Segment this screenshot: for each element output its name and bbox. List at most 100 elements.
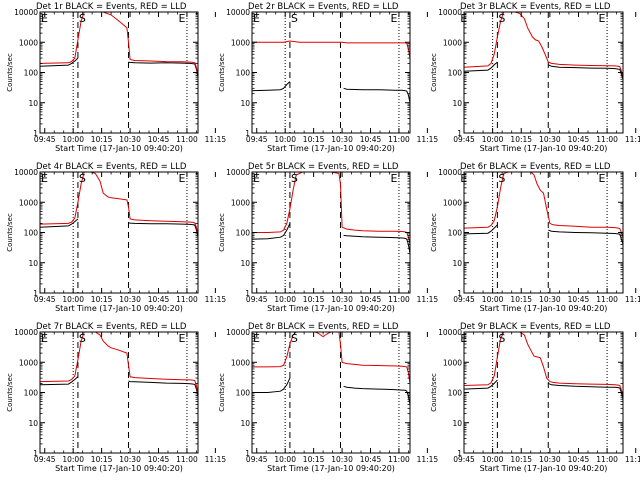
flag-marker-s: S: [79, 332, 86, 345]
y-axis-label: Counts/sec: [6, 213, 14, 252]
x-tick-label: 10:15: [303, 295, 325, 304]
y-tick-label: 1: [33, 289, 38, 298]
chart-title: Det 6r BLACK = Events, RED = LLD: [460, 162, 611, 172]
x-axis-label: Start Time (17-Jan-10 09:40:20): [480, 304, 608, 313]
x-tick-label: 09:45: [246, 455, 268, 464]
y-tick-label: 1: [33, 129, 38, 138]
x-tick-label: 10:30: [331, 455, 353, 464]
x-tick-label: 10:00: [482, 135, 504, 144]
flag-marker-e: E: [599, 172, 606, 185]
y-axis-label: Counts/sec: [218, 53, 226, 92]
y-tick-label: 1000: [19, 38, 38, 47]
y-tick-label: 1: [457, 289, 462, 298]
chart-title: Det 8r BLACK = Events, RED = LLD: [248, 322, 399, 332]
x-tick-label: 10:00: [62, 295, 84, 304]
y-tick-label: 1000: [231, 358, 250, 367]
x-tick-label: 11:15: [417, 135, 439, 144]
y-tick-label: 10000: [438, 168, 462, 177]
series-events-line: [464, 224, 623, 245]
y-tick-label: 10000: [226, 8, 250, 17]
y-tick-label: 10: [240, 99, 250, 108]
x-tick-label: 09:45: [246, 295, 268, 304]
x-tick-label: 10:30: [119, 295, 141, 304]
flag-marker-e: E: [178, 332, 185, 345]
y-tick-label: 100: [24, 69, 39, 78]
y-tick-label: 10: [28, 99, 38, 108]
flag-marker-s: S: [498, 332, 505, 345]
chart-title: Det 2r BLACK = Events, RED = LLD: [248, 2, 399, 12]
x-tick-label: 09:45: [453, 135, 475, 144]
flag-marker-s: S: [498, 12, 505, 25]
y-tick-label: 100: [236, 389, 251, 398]
flag-marker-e: E: [178, 12, 185, 25]
flag-marker-s: S: [291, 332, 298, 345]
y-tick-label: 10: [240, 259, 250, 268]
y-tick-label: 1: [245, 449, 250, 458]
y-axis-label: Counts/sec: [218, 213, 226, 252]
y-tick-label: 10000: [14, 8, 38, 17]
chart-title: Det 4r BLACK = Events, RED = LLD: [36, 162, 187, 172]
x-tick-label: 10:45: [568, 455, 590, 464]
plot-frame: [251, 11, 411, 134]
flag-marker-s: S: [498, 172, 505, 185]
plot-frame: [463, 11, 624, 134]
y-tick-label: 100: [236, 69, 251, 78]
series-lld-line: [40, 12, 198, 76]
x-tick-label: 10:45: [148, 295, 170, 304]
series-events-line: [464, 379, 623, 400]
x-tick-label: 11:00: [596, 295, 618, 304]
series-lld-line: [464, 332, 623, 396]
x-tick-label: 09:45: [34, 455, 56, 464]
x-tick-label: 11:00: [176, 135, 198, 144]
y-tick-label: 1: [457, 449, 462, 458]
x-axis-label: Start Time (17-Jan-10 09:40:20): [55, 304, 183, 313]
series-lld-line: [252, 332, 410, 384]
y-tick-label: 10000: [226, 168, 250, 177]
flag-marker-e: E: [253, 12, 260, 25]
x-tick-label: 09:45: [453, 295, 475, 304]
x-tick-label: 09:45: [453, 455, 475, 464]
flag-marker-e: E: [41, 332, 48, 345]
marker-lines: [492, 172, 608, 293]
x-tick-label: 11:00: [596, 455, 618, 464]
x-tick-label: 10:45: [360, 295, 382, 304]
y-tick-label: 10: [28, 419, 38, 428]
x-tick-label: 11:15: [205, 135, 227, 144]
series-lld-line: [40, 332, 198, 394]
y-tick-label: 10000: [438, 8, 462, 17]
x-tick-label: 10:00: [482, 455, 504, 464]
x-tick-label: 10:45: [568, 135, 590, 144]
y-tick-label: 10000: [226, 328, 250, 337]
series-events-line: [252, 81, 410, 103]
marker-lines: [252, 332, 400, 453]
y-tick-label: 1000: [19, 198, 38, 207]
x-tick-label: 10:15: [510, 295, 532, 304]
x-tick-label: 10:00: [482, 295, 504, 304]
y-tick-label: 1000: [443, 198, 462, 207]
x-tick-label: 10:00: [62, 135, 84, 144]
y-tick-label: 10: [28, 259, 38, 268]
marker-lines: [252, 12, 400, 133]
x-tick-label: 11:00: [388, 295, 410, 304]
series-events-line: [252, 377, 410, 405]
y-axis-label: Counts/sec: [430, 373, 438, 412]
plot-frame: [39, 171, 199, 294]
y-tick-label: 10: [240, 419, 250, 428]
x-axis-label: Start Time (17-Jan-10 09:40:20): [267, 464, 395, 473]
x-tick-label: 11:15: [625, 135, 640, 144]
y-tick-label: 1000: [19, 358, 38, 367]
marker-lines: [492, 332, 608, 453]
x-tick-label: 10:15: [303, 455, 325, 464]
marker-lines: [492, 12, 608, 133]
y-tick-label: 100: [236, 229, 251, 238]
chart-title: Det 1r BLACK = Events, RED = LLD: [36, 2, 187, 12]
y-tick-label: 1: [457, 129, 462, 138]
y-tick-label: 100: [24, 389, 39, 398]
x-tick-label: 10:15: [91, 135, 113, 144]
series-lld-line: [464, 172, 623, 238]
x-tick-label: 11:15: [417, 455, 439, 464]
